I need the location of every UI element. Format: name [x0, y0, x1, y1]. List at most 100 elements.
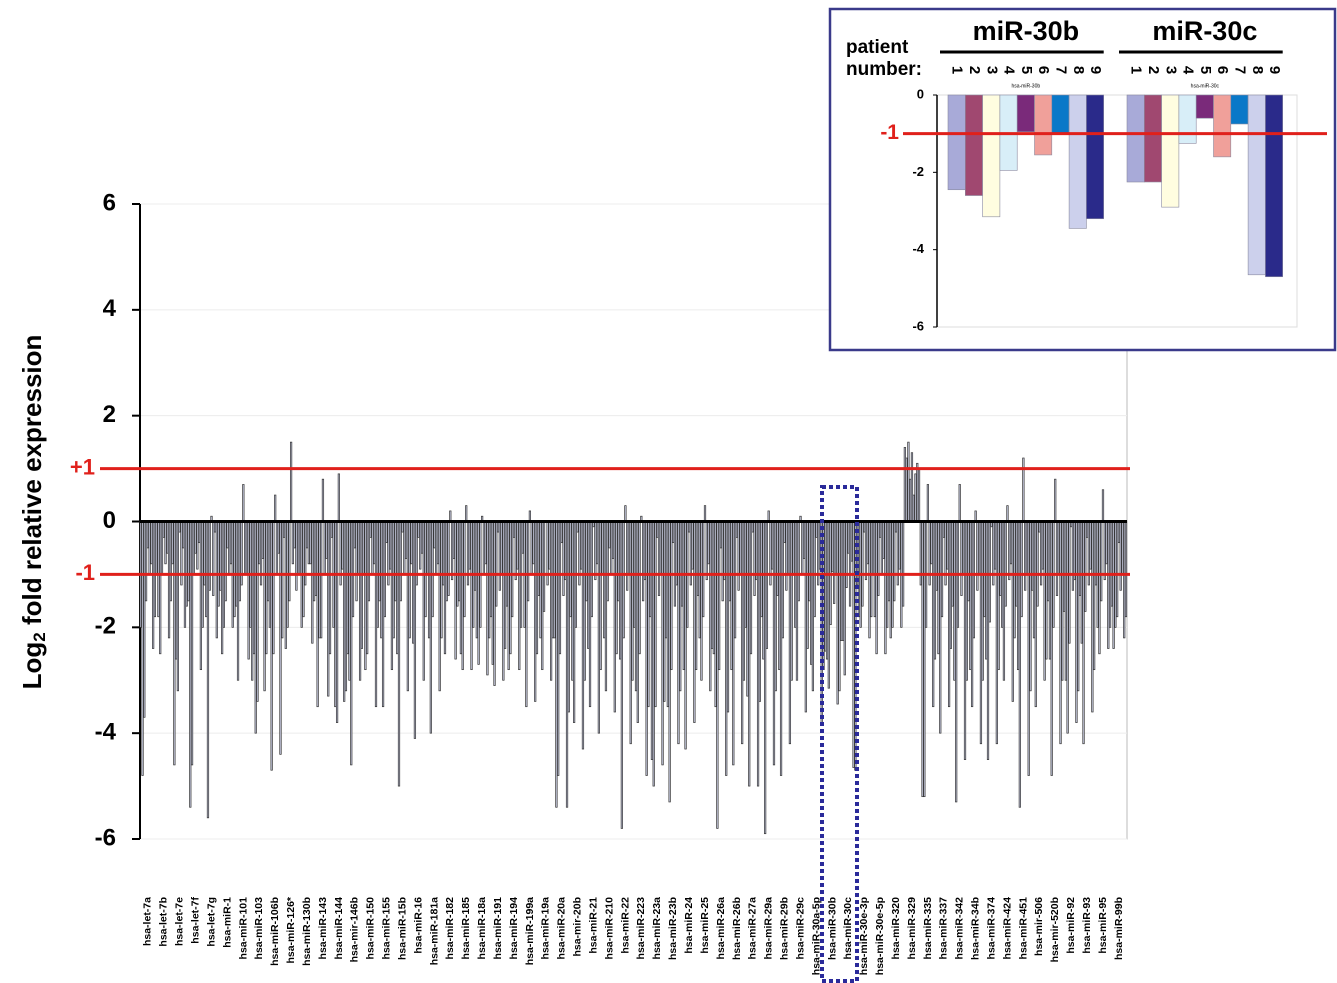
- bar: [454, 521, 457, 660]
- bar: [712, 521, 715, 655]
- bar: [739, 521, 742, 575]
- bar: [362, 521, 365, 575]
- bar: [344, 521, 348, 692]
- bar: [951, 521, 954, 607]
- bar: [1059, 521, 1062, 745]
- bar: [397, 521, 401, 787]
- y-axis-label-part: fold relative expression: [17, 335, 47, 633]
- bar: [327, 521, 330, 697]
- bar: [328, 521, 332, 655]
- bar: [364, 521, 367, 671]
- bar: [564, 521, 567, 581]
- y-tick-label: 6: [103, 189, 116, 216]
- bar: [512, 521, 516, 538]
- bar: [565, 521, 569, 808]
- bar: [251, 521, 254, 681]
- bar: [935, 521, 938, 591]
- x-tick-label: hsa-miR-29a: [763, 897, 775, 960]
- bar: [802, 521, 806, 559]
- bar: [380, 521, 383, 639]
- bar: [535, 521, 539, 655]
- y-tick-label: -2: [95, 613, 116, 640]
- bar: [160, 521, 164, 575]
- bar: [825, 521, 829, 660]
- bar: [553, 521, 556, 639]
- bar: [420, 521, 424, 554]
- y-axis-label: Log2 fold relative expression: [17, 335, 50, 690]
- bar: [1195, 94, 1214, 119]
- bar: [787, 521, 790, 575]
- bar: [636, 521, 639, 723]
- bar: [1107, 521, 1110, 649]
- x-tick-label: hsa-miR-18a: [476, 897, 488, 960]
- bar: [291, 521, 294, 565]
- bar: [850, 521, 853, 562]
- bar: [641, 521, 645, 602]
- bar: [753, 521, 756, 596]
- bar: [346, 521, 349, 655]
- x-tick-label: hsa-miR-22: [619, 897, 631, 954]
- bar: [813, 521, 816, 618]
- bar: [861, 521, 864, 607]
- bar: [373, 521, 376, 565]
- bar: [208, 521, 211, 591]
- bar: [714, 521, 717, 708]
- bar: [916, 462, 919, 522]
- bar: [1078, 521, 1082, 596]
- x-tick-label: hsa-miR-155: [381, 897, 393, 960]
- x-tick-label: hsa-miR-150: [365, 897, 377, 960]
- bar: [236, 521, 240, 681]
- bar: [470, 521, 473, 671]
- bar: [622, 521, 625, 639]
- bar: [1098, 521, 1101, 655]
- bar: [953, 521, 956, 681]
- bar: [358, 521, 362, 681]
- bar: [228, 521, 231, 575]
- bar: [884, 521, 887, 655]
- bar: [482, 521, 486, 575]
- bar: [1091, 521, 1094, 713]
- bar: [659, 521, 662, 575]
- bar: [307, 521, 310, 565]
- bar: [555, 521, 558, 808]
- x-tick-label: hsa-miR-181a: [428, 897, 440, 965]
- bar: [833, 521, 836, 604]
- x-tick-label: hsa-miR-337: [938, 897, 950, 960]
- bar: [687, 521, 691, 533]
- bar: [413, 521, 417, 739]
- x-tick-label: hsa-miR-1: [221, 897, 233, 948]
- bar: [845, 521, 848, 588]
- x-tick-label: hsa-let-7f: [189, 897, 201, 944]
- bar: [449, 510, 452, 522]
- bar: [995, 521, 998, 745]
- bar: [1103, 521, 1106, 581]
- bar: [1041, 521, 1044, 570]
- patient-number: 2: [966, 66, 983, 74]
- bar: [162, 521, 165, 538]
- bar: [810, 521, 813, 665]
- x-tick-label: hsa-let-7a: [142, 897, 154, 946]
- bar: [525, 521, 528, 708]
- bar: [334, 521, 337, 708]
- bar: [898, 521, 901, 570]
- bar: [557, 521, 560, 776]
- bar: [742, 521, 746, 681]
- bar: [558, 521, 562, 655]
- bar: [475, 521, 478, 639]
- x-tick-label: hsa-miR-335: [922, 897, 934, 960]
- bar: [153, 521, 157, 618]
- x-tick-label: hsa-miR-103: [253, 897, 265, 960]
- bar: [696, 521, 700, 596]
- bar: [213, 521, 217, 533]
- bar: [610, 521, 613, 575]
- bar: [877, 521, 880, 596]
- bar: [500, 521, 503, 575]
- reference-label: +1: [70, 454, 95, 479]
- bar: [212, 521, 215, 596]
- bar: [804, 521, 807, 713]
- x-tick-label: hsa-miR-101: [237, 897, 249, 960]
- bar: [583, 521, 586, 681]
- bar: [939, 521, 942, 734]
- bar: [252, 521, 256, 655]
- bar: [827, 521, 830, 689]
